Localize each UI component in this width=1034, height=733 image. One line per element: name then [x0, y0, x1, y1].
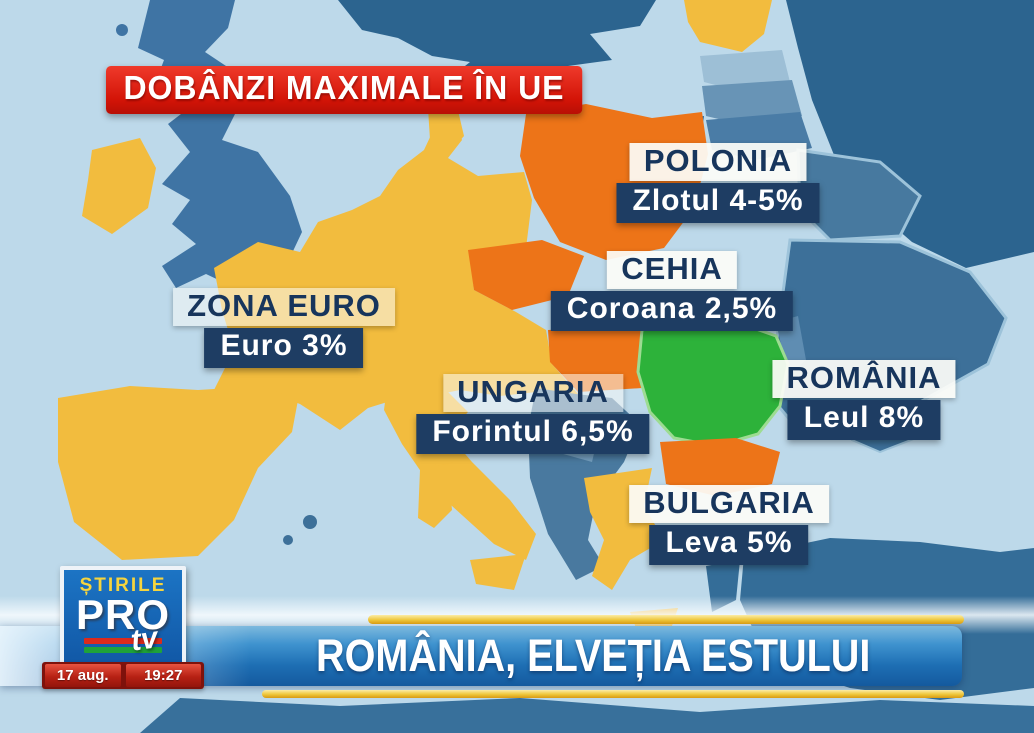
logo-pro-text: PRO — [75, 591, 170, 638]
rate-value: Coroana 2,5% — [550, 291, 794, 331]
map-label-bulgaria: BULGARIA Leva 5% — [629, 485, 829, 565]
logo-stirile-text: ȘTIRILE — [79, 575, 167, 596]
map-label-romania: ROMÂNIA Leul 8% — [772, 360, 956, 440]
rate-value: Forintul 6,5% — [416, 414, 650, 454]
rate-value: Zlotul 4-5% — [616, 183, 820, 223]
logo-stripe-green — [84, 646, 162, 653]
date-time-bar: 17 aug. 19:27 — [42, 662, 204, 689]
time-chip: 19:27 — [125, 664, 201, 687]
rate-value: Leva 5% — [649, 525, 809, 565]
country-name: UNGARIA — [443, 374, 623, 412]
gold-accent-line-top — [368, 615, 964, 624]
map-label-polonia: POLONIA Zlotul 4-5% — [616, 143, 820, 223]
logo-stripe-red — [84, 637, 162, 644]
rate-value: Euro 3% — [204, 328, 364, 368]
country-name: CEHIA — [607, 251, 737, 289]
topic-badge: DOBÂNZI MAXIMALE ÎN UE — [106, 66, 582, 114]
country-name: ZONA EURO — [173, 288, 395, 326]
map-label-cehia: CEHIA Coroana 2,5% — [550, 251, 794, 331]
gold-accent-line-bottom — [262, 690, 964, 698]
country-name: POLONIA — [629, 143, 807, 181]
ticker-headline: ROMÂNIA, ELVEȚIA ESTULUI — [316, 630, 871, 681]
logo-stripes: tv — [84, 621, 162, 657]
protv-logo: ȘTIRILE PRO tv — [60, 566, 186, 671]
date-chip: 17 aug. — [45, 664, 121, 687]
map-label-zona-euro: ZONA EURO Euro 3% — [173, 288, 395, 368]
logo-tv-text: tv — [129, 620, 161, 658]
country-name: ROMÂNIA — [772, 360, 956, 398]
map-label-ungaria: UNGARIA Forintul 6,5% — [416, 374, 650, 454]
rate-value: Leul 8% — [787, 400, 941, 440]
country-name: BULGARIA — [629, 485, 829, 523]
